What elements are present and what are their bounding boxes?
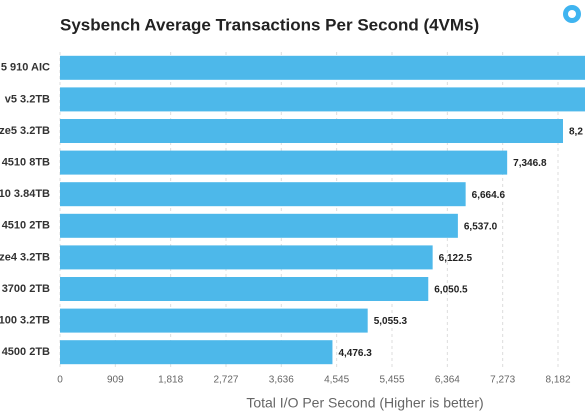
bar [60,308,368,333]
bar [60,213,458,238]
chart-title: Sysbench Average Transactions Per Second… [60,15,479,34]
logo-inner [568,10,576,18]
y-tick-label: 10 3.84TB [0,188,50,200]
x-tick-label: 3,636 [269,375,294,386]
value-label: 4,476.3 [338,348,372,359]
x-tick-label: 4,545 [324,375,349,386]
x-tick-label: 5,455 [380,375,405,386]
y-tick-label: v5 3.2TB [5,93,50,105]
value-label: 7,346.8 [513,158,547,169]
bar [60,245,433,270]
value-label: 8,2 [569,127,583,138]
y-tick-label: 4510 8TB [2,157,50,169]
value-label: 6,122.5 [439,253,473,264]
y-tick-label: 5 910 AIC [1,62,50,74]
bar [60,150,508,175]
y-tick-label: ze4 3.2TB [0,251,50,263]
bar [60,119,563,143]
x-tick-label: 909 [107,375,124,386]
bar [60,182,466,207]
bar [60,55,585,80]
value-label: 6,664.6 [472,190,506,201]
x-axis-label: Total I/O Per Second (Higher is better) [246,395,483,411]
x-tick-label: 1,818 [158,375,183,386]
x-tick-label: 8,182 [545,375,570,386]
value-label: 5,055.3 [374,316,408,327]
y-tick-label: ze5 3.2TB [0,125,50,137]
y-tick-label: 3700 2TB [2,283,50,295]
y-tick-label: 4510 2TB [2,220,50,232]
value-label: 6,537.0 [464,221,498,232]
bar [60,277,429,301]
x-tick-label: 6,364 [435,375,460,386]
y-tick-label: 100 3.2TB [0,315,50,327]
x-tick-label: 2,727 [213,375,238,386]
bar [60,340,333,365]
x-tick-label: 0 [57,375,63,386]
x-tick-label: 7,273 [490,375,515,386]
value-label: 6,050.5 [434,285,468,296]
bar [60,87,585,112]
y-tick-label: 4500 2TB [2,346,50,358]
